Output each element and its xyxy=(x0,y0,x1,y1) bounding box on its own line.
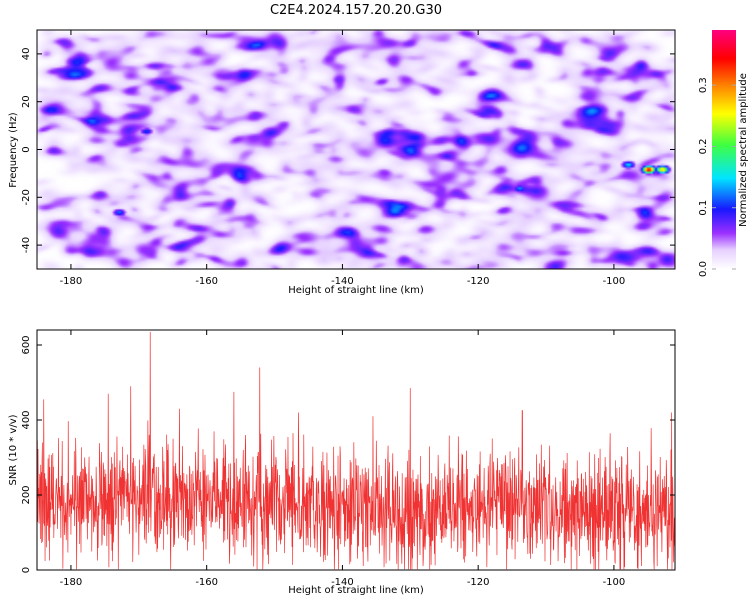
colorbar-ticks: 0.0 0.1 0.2 0.3 xyxy=(698,77,736,277)
colorbar-tick-label: 0.3 xyxy=(698,77,709,93)
snr-y-tick-label: 600 xyxy=(21,335,32,354)
snr-frame xyxy=(36,329,676,571)
heatmap-x-tick-label: -120 xyxy=(467,276,490,287)
snr-y-tick-label: 400 xyxy=(21,410,32,429)
heatmap-x-ticks: -180 -160 -140 -120 -100 xyxy=(60,30,626,287)
heatmap-y-tick-label: -40 xyxy=(21,237,32,253)
colorbar-tick-label: 0.1 xyxy=(698,200,709,216)
heatmap-panel: -180 -160 -140 -120 -100 -40 -20 0 20 40 Height … xyxy=(8,29,676,296)
figure-title: C2E4.2024.157.20.20.G30 xyxy=(270,3,442,18)
heatmap-x-tick-label: -100 xyxy=(603,276,626,287)
heatmap-x-tick-label: -180 xyxy=(60,276,83,287)
snr-y-tick-label: 0 xyxy=(21,567,32,573)
snr-x-tick-label: -120 xyxy=(467,577,490,588)
snr-x-axis-label: Height of straight line (km) xyxy=(288,585,424,596)
colorbar-label: Normalized spectral amplitude xyxy=(738,73,749,227)
heatmap-y-tick-label: -20 xyxy=(21,189,32,205)
colorbar: 0.0 0.1 0.2 0.3 Normalized spectral amplitu… xyxy=(698,30,749,277)
snr-panel: -180 -160 -140 -120 -100 0 200 400 600 Height o… xyxy=(8,329,676,596)
heatmap-y-tick-label: 0 xyxy=(21,146,32,152)
snr-y-tick-label: 200 xyxy=(21,485,32,504)
heatmap-y-ticks: -40 -20 0 20 40 xyxy=(21,48,675,253)
colorbar-tick-label: 0.2 xyxy=(698,138,709,154)
heatmap-y-tick-label: 40 xyxy=(21,48,32,61)
snr-y-axis-label: SNR (10 * v/v) xyxy=(8,414,19,485)
heatmap-x-axis-label: Height of straight line (km) xyxy=(288,285,424,296)
colorbar-gradient xyxy=(712,30,736,269)
heatmap-x-tick-label: -140 xyxy=(331,276,354,287)
heatmap-y-tick-label: 20 xyxy=(21,95,32,108)
snr-x-ticks: -180 -160 -140 -120 -100 xyxy=(60,330,626,588)
snr-x-tick-label: -140 xyxy=(331,577,354,588)
snr-x-tick-label: -100 xyxy=(603,577,626,588)
snr-series-line xyxy=(36,331,676,570)
heatmap-x-tick-label: -160 xyxy=(195,276,218,287)
snr-x-tick-label: -160 xyxy=(195,577,218,588)
snr-x-tick-label: -180 xyxy=(60,577,83,588)
colorbar-tick-label: 0.0 xyxy=(698,261,709,277)
heatmap-y-axis-label: Frequency (Hz) xyxy=(8,112,19,188)
snr-y-ticks: 0 200 400 600 xyxy=(21,335,675,573)
spectral-heatmap-image xyxy=(37,30,675,269)
